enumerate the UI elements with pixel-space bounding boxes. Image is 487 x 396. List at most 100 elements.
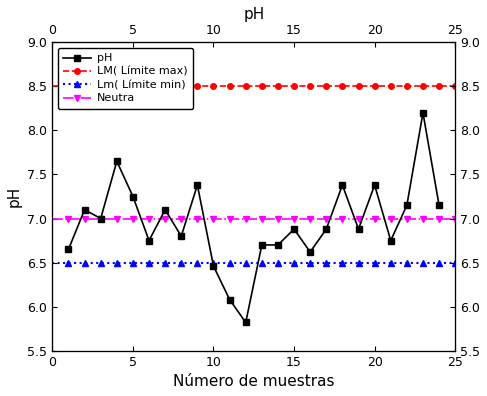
LM( Límite max)	[226, 84, 232, 89]
Legend: pH, LM( Límite max), Lm( Límite min), Neutra: pH, LM( Límite max), Lm( Límite min), Ne…	[58, 48, 193, 109]
LM( Límite max)	[307, 84, 313, 89]
Lm( Límite min)	[162, 260, 168, 265]
Neutra	[307, 216, 313, 221]
Lm( Límite min)	[98, 260, 104, 265]
Neutra	[114, 216, 120, 221]
LM( Límite max)	[339, 84, 345, 89]
Line: pH: pH	[66, 110, 442, 325]
pH	[420, 110, 426, 115]
Lm( Límite min)	[404, 260, 410, 265]
Lm( Límite min)	[114, 260, 120, 265]
pH	[210, 264, 216, 268]
pH	[98, 216, 104, 221]
LM( Límite max)	[372, 84, 377, 89]
Lm( Límite min)	[130, 260, 136, 265]
Neutra	[291, 216, 297, 221]
Lm( Límite min)	[275, 260, 281, 265]
Neutra	[130, 216, 136, 221]
Neutra	[66, 216, 72, 221]
Lm( Límite min)	[356, 260, 361, 265]
Neutra	[210, 216, 216, 221]
Neutra	[388, 216, 393, 221]
LM( Límite max)	[146, 84, 152, 89]
pH	[130, 194, 136, 199]
LM( Límite max)	[130, 84, 136, 89]
pH	[194, 183, 200, 187]
Line: Neutra: Neutra	[66, 216, 458, 221]
Y-axis label: pH: pH	[7, 186, 22, 207]
Lm( Límite min)	[66, 260, 72, 265]
LM( Límite max)	[98, 84, 104, 89]
Neutra	[226, 216, 232, 221]
Lm( Límite min)	[323, 260, 329, 265]
Neutra	[436, 216, 442, 221]
Lm( Límite min)	[178, 260, 184, 265]
LM( Límite max)	[356, 84, 361, 89]
LM( Límite max)	[194, 84, 200, 89]
Lm( Límite min)	[291, 260, 297, 265]
Lm( Límite min)	[420, 260, 426, 265]
Neutra	[162, 216, 168, 221]
pH	[226, 297, 232, 302]
LM( Límite max)	[114, 84, 120, 89]
X-axis label: pH: pH	[243, 7, 264, 22]
LM( Límite max)	[388, 84, 393, 89]
pH	[372, 183, 377, 187]
Neutra	[98, 216, 104, 221]
pH	[388, 238, 393, 243]
LM( Límite max)	[436, 84, 442, 89]
Lm( Límite min)	[226, 260, 232, 265]
pH	[146, 238, 152, 243]
pH	[356, 227, 361, 232]
LM( Límite max)	[178, 84, 184, 89]
Line: LM( Límite max): LM( Límite max)	[66, 84, 458, 89]
pH	[162, 208, 168, 212]
pH	[178, 234, 184, 238]
pH	[259, 243, 265, 248]
LM( Límite max)	[291, 84, 297, 89]
LM( Límite max)	[420, 84, 426, 89]
Lm( Límite min)	[436, 260, 442, 265]
LM( Límite max)	[275, 84, 281, 89]
pH	[339, 183, 345, 187]
Lm( Límite min)	[210, 260, 216, 265]
pH	[323, 227, 329, 232]
pH	[404, 203, 410, 208]
pH	[436, 203, 442, 208]
X-axis label: Número de muestras: Número de muestras	[173, 374, 335, 389]
Lm( Límite min)	[452, 260, 458, 265]
LM( Límite max)	[243, 84, 249, 89]
pH	[66, 247, 72, 252]
LM( Límite max)	[323, 84, 329, 89]
Neutra	[146, 216, 152, 221]
pH	[82, 208, 88, 212]
Neutra	[82, 216, 88, 221]
LM( Límite max)	[404, 84, 410, 89]
Neutra	[178, 216, 184, 221]
Lm( Límite min)	[194, 260, 200, 265]
Lm( Límite min)	[307, 260, 313, 265]
LM( Límite max)	[259, 84, 265, 89]
LM( Límite max)	[82, 84, 88, 89]
pH	[243, 320, 249, 325]
Neutra	[404, 216, 410, 221]
pH	[114, 159, 120, 164]
Neutra	[243, 216, 249, 221]
Neutra	[356, 216, 361, 221]
Neutra	[372, 216, 377, 221]
Neutra	[259, 216, 265, 221]
Neutra	[339, 216, 345, 221]
LM( Límite max)	[452, 84, 458, 89]
Lm( Límite min)	[146, 260, 152, 265]
Lm( Límite min)	[372, 260, 377, 265]
Lm( Límite min)	[82, 260, 88, 265]
Neutra	[275, 216, 281, 221]
Neutra	[194, 216, 200, 221]
Lm( Límite min)	[259, 260, 265, 265]
Lm( Límite min)	[243, 260, 249, 265]
Neutra	[323, 216, 329, 221]
Neutra	[420, 216, 426, 221]
Line: Lm( Límite min): Lm( Límite min)	[66, 260, 458, 265]
pH	[275, 243, 281, 248]
LM( Límite max)	[210, 84, 216, 89]
